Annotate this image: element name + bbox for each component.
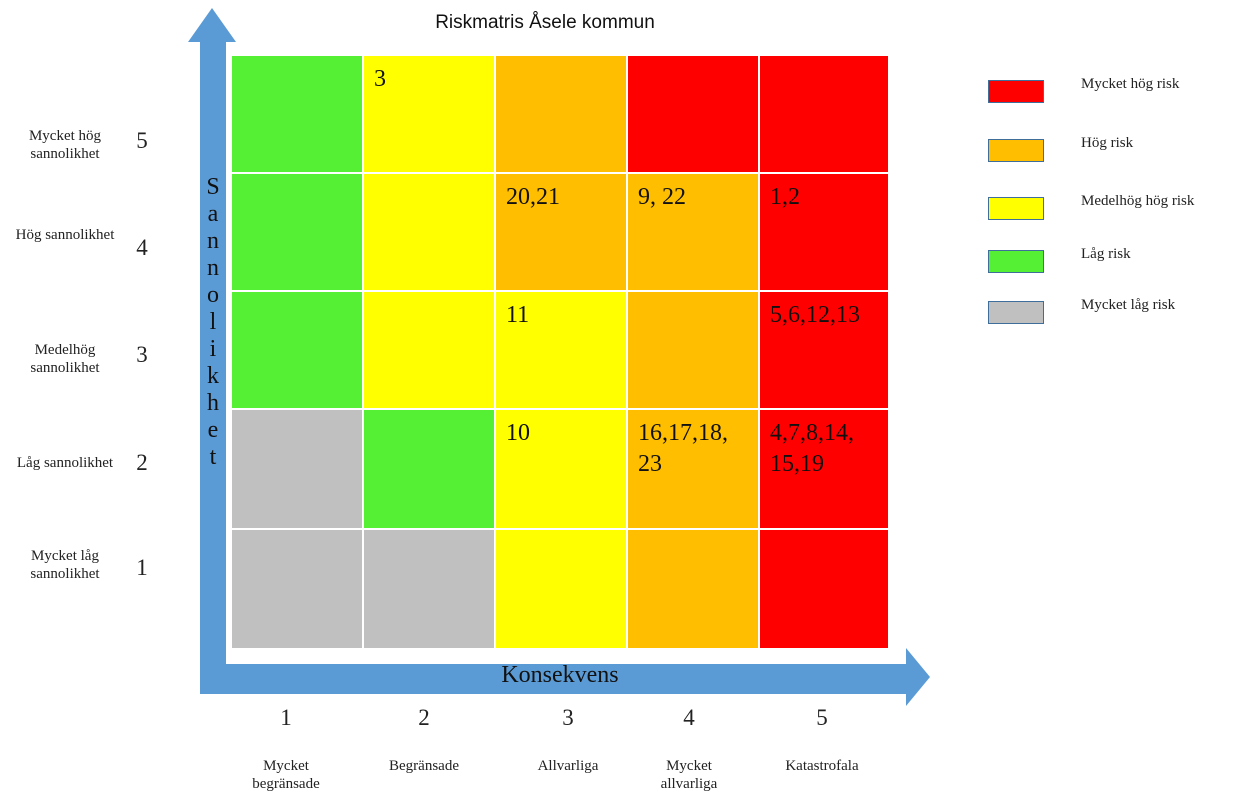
y-level-label: Medelhög sannolikhet	[30, 342, 100, 376]
matrix-cell: 9, 22	[628, 174, 760, 292]
x-level-label: Mycket allvarliga	[660, 758, 718, 792]
x-level-label: Begränsade	[389, 758, 459, 774]
matrix-cell	[364, 530, 496, 650]
legend-label: Mycket låg risk	[1081, 297, 1176, 313]
x-level-number: 5	[816, 705, 828, 730]
y-level-number: 4	[136, 235, 148, 260]
matrix-cell	[364, 292, 496, 410]
matrix-cell	[628, 56, 760, 174]
matrix-cell	[232, 292, 364, 410]
matrix-cell	[628, 292, 760, 410]
cell-risk-ids: 1,2	[770, 184, 800, 210]
legend-swatch	[988, 80, 1044, 103]
y-axis-title-letter: t	[209, 444, 217, 470]
y-level-label: Mycket låg sannolikhet	[30, 548, 100, 582]
matrix-cell: 1,2	[760, 174, 890, 292]
matrix-cell: 11	[496, 292, 628, 410]
matrix-title: Riskmatris Åsele kommun	[435, 12, 655, 33]
y-axis-title-letter: n	[207, 255, 219, 281]
matrix-cell	[364, 174, 496, 292]
cell-risk-ids: 5,6,12,13	[770, 302, 860, 328]
x-level-label: Katastrofala	[785, 758, 859, 774]
legend-label: Mycket hög risk	[1081, 76, 1180, 92]
legend-swatch	[988, 197, 1044, 220]
x-level-number: 1	[280, 705, 292, 730]
y-axis-title-letter: l	[209, 309, 217, 335]
y-level-number: 2	[136, 450, 148, 475]
x-level-number: 4	[683, 705, 695, 730]
matrix-cell	[628, 530, 760, 650]
y-level-label: Hög sannolikhet	[15, 227, 115, 243]
legend-swatch	[988, 139, 1044, 162]
x-level-number: 3	[562, 705, 574, 730]
legend-label: Hög risk	[1081, 135, 1134, 151]
x-level-label: Allvarliga	[537, 758, 599, 774]
matrix-cell	[232, 410, 364, 530]
matrix-cell: 4,7,8,14, 15,19	[760, 410, 890, 530]
x-level-label: Mycket begränsade	[252, 758, 320, 792]
matrix-cell: 5,6,12,13	[760, 292, 890, 410]
risk-matrix-grid: 3 20,21 9, 22 1,2 11 5,6,12,13 10 16,17,18, 23 4…	[232, 56, 890, 650]
cell-risk-ids: 16,17,18, 23	[638, 420, 728, 477]
y-axis-title-letter: S	[206, 174, 220, 200]
x-axis-arrow	[200, 648, 930, 706]
matrix-cell	[232, 174, 364, 292]
y-axis-title-letter: i	[209, 336, 217, 362]
legend-label: Medelhög hög risk	[1081, 193, 1195, 209]
y-axis-title-letter: o	[207, 282, 219, 308]
y-level-label: Låg sannolikhet	[16, 455, 114, 471]
cell-risk-ids: 20,21	[506, 184, 560, 210]
legend-swatch	[988, 301, 1044, 324]
cell-risk-ids: 11	[506, 302, 530, 328]
y-level-label: Mycket hög sannolikhet	[28, 128, 102, 162]
matrix-cell	[232, 56, 364, 174]
y-level-number: 3	[136, 342, 148, 367]
y-axis-title-letter: n	[207, 228, 219, 254]
y-axis-title-letter: h	[207, 390, 219, 416]
y-axis-arrow	[188, 8, 236, 694]
x-level-number: 2	[418, 705, 430, 730]
matrix-cell: 10	[496, 410, 628, 530]
y-axis-title-letter: e	[207, 417, 219, 443]
matrix-cell	[496, 56, 628, 174]
cell-risk-ids: 10	[506, 420, 530, 446]
y-level-number: 5	[136, 128, 148, 153]
cell-risk-ids: 4,7,8,14, 15,19	[770, 420, 854, 477]
cell-risk-ids: 9, 22	[638, 184, 686, 210]
matrix-cell: 16,17,18, 23	[628, 410, 760, 530]
y-level-number: 1	[136, 555, 148, 580]
matrix-cell	[232, 530, 364, 650]
y-axis-title-letter: k	[207, 363, 219, 389]
y-axis-title-letter: a	[207, 201, 219, 227]
x-axis-title: Konsekvens	[501, 662, 619, 688]
legend-label: Låg risk	[1081, 246, 1131, 262]
matrix-cell: 20,21	[496, 174, 628, 292]
matrix-cell	[760, 56, 890, 174]
cell-risk-ids: 3	[374, 66, 386, 92]
matrix-cell	[364, 410, 496, 530]
matrix-cell	[760, 530, 890, 650]
matrix-cell	[496, 530, 628, 650]
matrix-cell: 3	[364, 56, 496, 174]
legend-swatch	[988, 250, 1044, 273]
